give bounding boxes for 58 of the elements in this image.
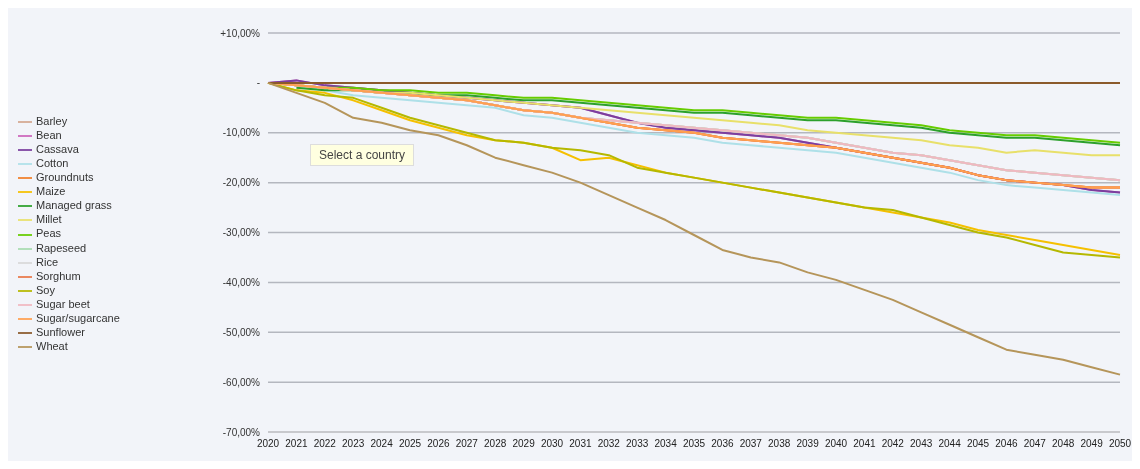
legend-label: Cassava (36, 142, 79, 155)
x-tick-label: 2038 (768, 438, 791, 450)
x-tick-label: 2045 (966, 438, 990, 450)
y-tick-label: - (256, 77, 260, 89)
x-tick-label: 2022 (313, 438, 337, 450)
legend-label: Bean (36, 128, 62, 141)
x-tick-label: 2036 (711, 438, 734, 450)
y-tick-label: -20,00% (222, 177, 261, 189)
legend-label: Groundnuts (36, 171, 94, 184)
x-tick-label: 2034 (654, 438, 678, 450)
y-tick-label: -60,00% (222, 376, 261, 388)
x-tick-label: 2032 (597, 438, 621, 450)
annotation: Select a country (310, 144, 415, 166)
x-tick-label: 2047 (1023, 438, 1047, 450)
x-tick-label: 2041 (853, 438, 876, 450)
legend-label: Managed grass (36, 199, 112, 212)
x-tick-label: 2044 (938, 438, 962, 450)
legend-label: Rapeseed (36, 241, 87, 254)
x-tick-label: 2033 (626, 438, 649, 450)
x-tick-label: 2025 (398, 438, 422, 450)
x-tick-label: 2040 (824, 438, 848, 450)
y-tick-label: +10,00% (220, 27, 261, 39)
x-tick-label: 2026 (427, 438, 450, 450)
x-tick-label: 2035 (682, 438, 706, 450)
x-tick-label: 2020 (256, 438, 280, 450)
legend-label: Peas (36, 227, 62, 240)
y-tick-label: -50,00% (222, 326, 261, 338)
legend-label: Cotton (36, 156, 69, 169)
legend-label: Rice (36, 255, 59, 268)
x-tick-label: 2023 (342, 438, 365, 450)
x-tick-label: 2043 (910, 438, 933, 450)
legend-label: Millet (36, 213, 62, 226)
y-tick-label: -30,00% (222, 227, 261, 239)
x-tick-label: 2030 (540, 438, 564, 450)
x-tick-label: 2049 (1080, 438, 1104, 450)
legend-label: Sugar/sugarcane (36, 312, 120, 325)
y-tick-label: -70,00% (222, 426, 261, 438)
legend-label: Maize (36, 185, 66, 198)
x-tick-label: 2037 (739, 438, 763, 450)
x-tick-label: 2048 (1052, 438, 1075, 450)
x-tick-label: 2050 (1108, 438, 1132, 450)
legend-label: Soy (36, 283, 55, 296)
x-tick-label: 2039 (796, 438, 820, 450)
x-tick-label: 2042 (881, 438, 905, 450)
x-tick-label: 2021 (285, 438, 308, 450)
legend-label: Barley (36, 114, 68, 127)
x-tick-label: 2024 (370, 438, 394, 450)
x-tick-label: 2031 (569, 438, 592, 450)
x-tick-label: 2028 (484, 438, 507, 450)
x-tick-label: 2046 (995, 438, 1018, 450)
legend-label: Sorghum (36, 269, 81, 282)
y-tick-label: -40,00% (222, 276, 261, 288)
x-tick-label: 2029 (512, 438, 536, 450)
legend-label: Sunflower (36, 326, 85, 339)
legend-label: Wheat (36, 340, 68, 353)
x-tick-label: 2027 (455, 438, 479, 450)
y-tick-label: -10,00% (222, 127, 261, 139)
legend-label: Sugar beet (36, 297, 90, 310)
